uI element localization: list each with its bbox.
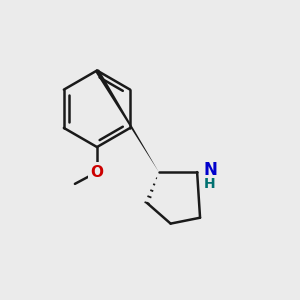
Text: N: N	[204, 161, 218, 179]
Text: O: O	[91, 165, 103, 180]
Polygon shape	[95, 69, 159, 172]
Text: H: H	[204, 177, 215, 191]
